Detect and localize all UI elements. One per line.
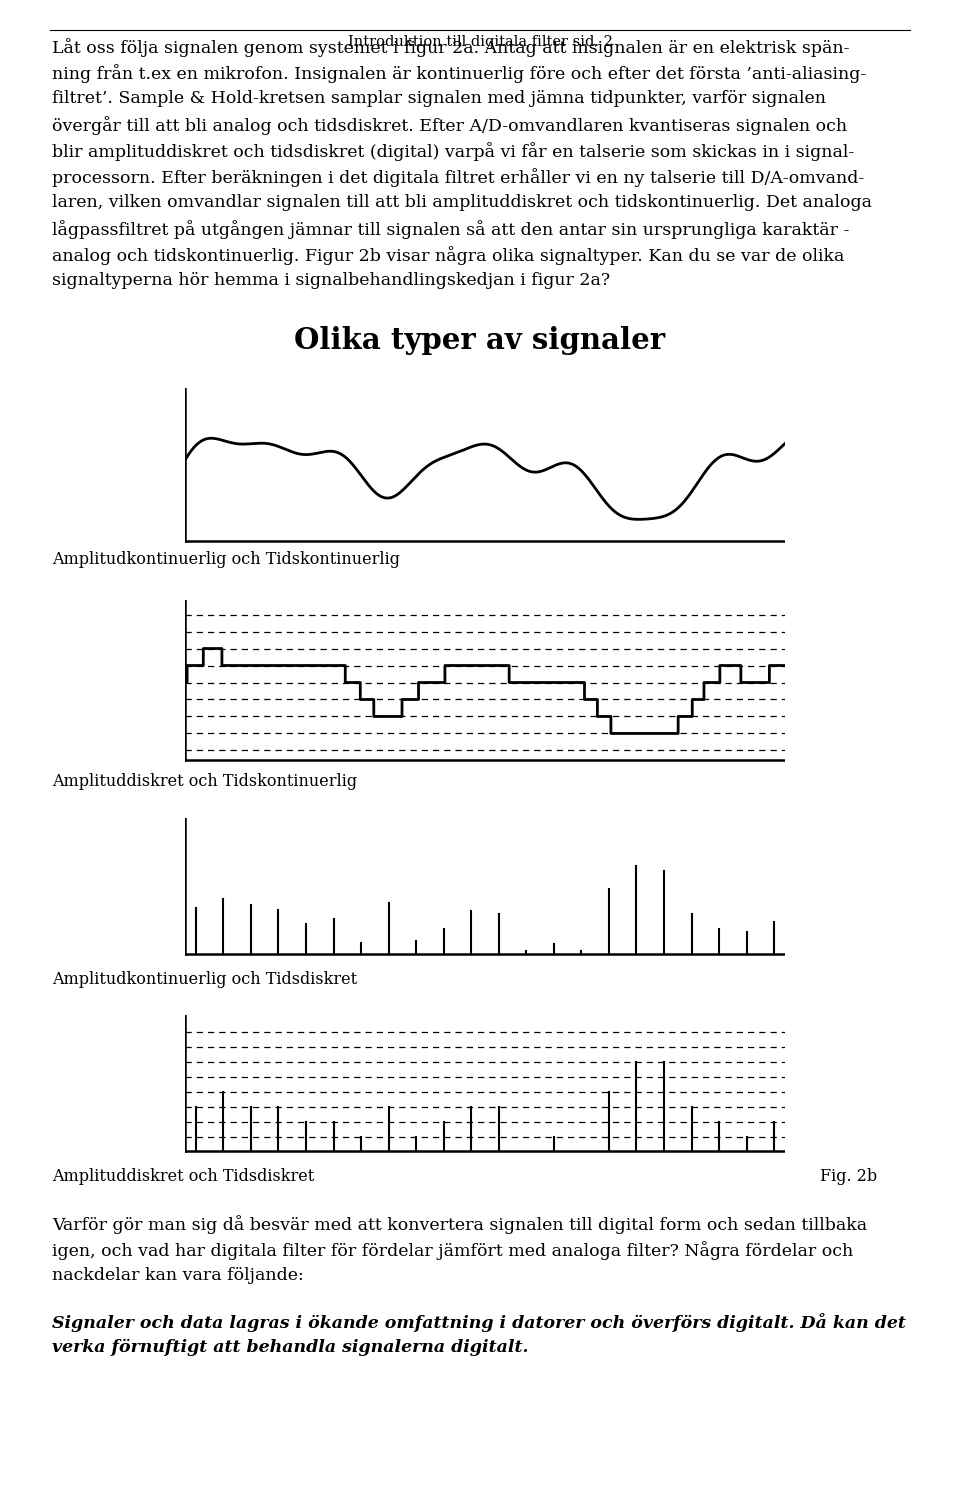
Text: ning från t.ex en mikrofon. Insignalen är kontinuerlig före och efter det första: ning från t.ex en mikrofon. Insignalen ä…	[52, 63, 866, 83]
Text: processorn. Efter beräkningen i det digitala filtret erhåller vi en ny talserie : processorn. Efter beräkningen i det digi…	[52, 168, 864, 187]
Text: Amplituddiskret och Tidsdiskret: Amplituddiskret och Tidsdiskret	[52, 1168, 314, 1185]
Text: lågpassfiltret på utgången jämnar till signalen så att den antar sin ursprunglig: lågpassfiltret på utgången jämnar till s…	[52, 221, 850, 239]
Text: Låt oss följa signalen genom systemet i figur 2a. Antag att insignalen är en ele: Låt oss följa signalen genom systemet i …	[52, 38, 850, 57]
Text: analog och tidskontinuerlig. Figur 2b visar några olika signaltyper. Kan du se v: analog och tidskontinuerlig. Figur 2b vi…	[52, 246, 845, 264]
Text: övergår till att bli analog och tidsdiskret. Efter A/D-omvandlaren kvantiseras s: övergår till att bli analog och tidsdisk…	[52, 116, 847, 134]
Text: igen, och vad har digitala filter för fördelar jämfört med analoga filter? Några: igen, och vad har digitala filter för fö…	[52, 1241, 853, 1260]
Text: Amplitudkontinuerlig och Tidsdiskret: Amplitudkontinuerlig och Tidsdiskret	[52, 972, 357, 988]
Text: verka förnuftigt att behandla signalerna digitalt.: verka förnuftigt att behandla signalerna…	[52, 1339, 529, 1357]
Text: Fig. 2b: Fig. 2b	[820, 1168, 877, 1185]
Text: nackdelar kan vara följande:: nackdelar kan vara följande:	[52, 1268, 303, 1284]
Text: Varför gör man sig då besvär med att konvertera signalen till digital form och s: Varför gör man sig då besvär med att kon…	[52, 1215, 867, 1234]
Text: Amplituddiskret och Tidskontinuerlig: Amplituddiskret och Tidskontinuerlig	[52, 774, 357, 790]
Text: blir amplituddiskret och tidsdiskret (digital) varpå vi får en talserie som skic: blir amplituddiskret och tidsdiskret (di…	[52, 142, 854, 160]
Text: Signaler och data lagras i ökande omfattning i datorer och överförs digitalt. Då: Signaler och data lagras i ökande omfatt…	[52, 1313, 906, 1333]
Text: Amplitudkontinuerlig och Tidskontinuerlig: Amplitudkontinuerlig och Tidskontinuerli…	[52, 552, 400, 568]
Text: Introduktion till digitala filter sid. 2: Introduktion till digitala filter sid. 2	[348, 35, 612, 48]
Text: filtret’. Sample & Hold-kretsen samplar signalen med jämna tidpunkter, varför si: filtret’. Sample & Hold-kretsen samplar …	[52, 91, 826, 107]
Text: Olika typer av signaler: Olika typer av signaler	[295, 326, 665, 355]
Text: laren, vilken omvandlar signalen till att bli amplituddiskret och tidskontinuerl: laren, vilken omvandlar signalen till at…	[52, 193, 872, 212]
Text: signaltyperna hör hemma i signalbehandlingskedjan i figur 2a?: signaltyperna hör hemma i signalbehandli…	[52, 272, 611, 289]
